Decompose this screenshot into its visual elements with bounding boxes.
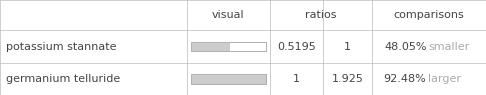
Text: visual: visual bbox=[212, 10, 245, 20]
Text: 0.5195: 0.5195 bbox=[277, 42, 316, 52]
Text: 92.48%: 92.48% bbox=[384, 74, 427, 84]
Bar bbox=[191, 42, 266, 51]
Text: larger: larger bbox=[428, 74, 461, 84]
Text: germanium telluride: germanium telluride bbox=[6, 74, 120, 84]
Bar bbox=[191, 42, 230, 51]
Text: 1: 1 bbox=[293, 74, 300, 84]
Text: potassium stannate: potassium stannate bbox=[6, 42, 116, 52]
Text: smaller: smaller bbox=[428, 42, 469, 52]
Text: 1: 1 bbox=[344, 42, 351, 52]
Text: comparisons: comparisons bbox=[394, 10, 464, 20]
Bar bbox=[191, 74, 266, 84]
Text: ratios: ratios bbox=[305, 10, 336, 20]
Bar bbox=[191, 74, 266, 84]
Bar bbox=[191, 74, 266, 84]
Text: 1.925: 1.925 bbox=[331, 74, 364, 84]
Bar bbox=[191, 42, 266, 51]
Text: 48.05%: 48.05% bbox=[384, 42, 427, 52]
